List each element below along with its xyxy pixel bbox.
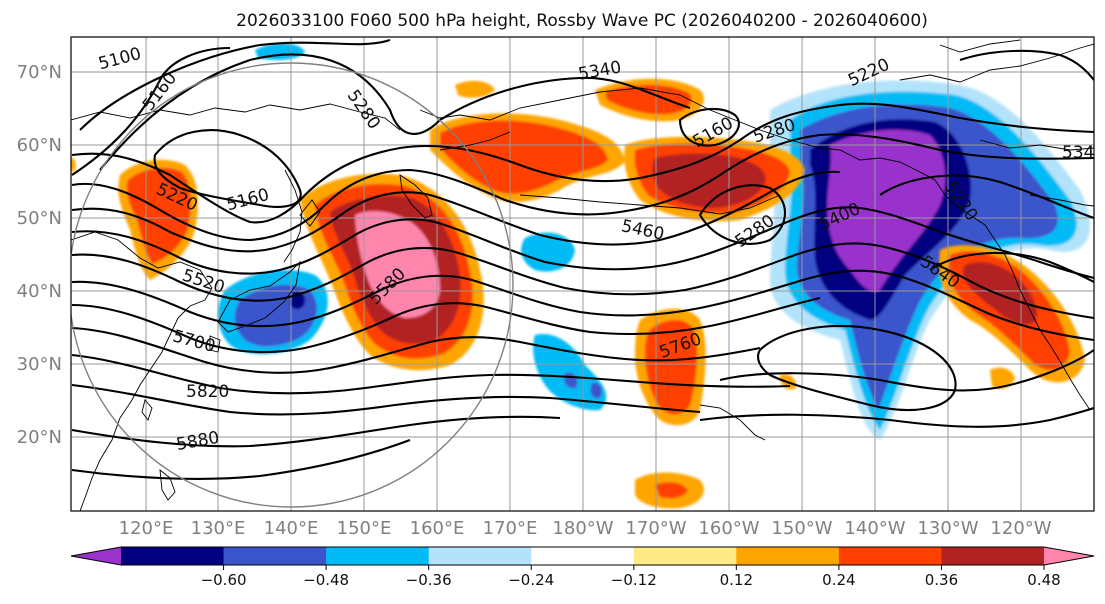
colorbar-swatch [941,547,1045,565]
lon-label: 150°W [771,518,832,539]
lon-label: 140°W [844,518,905,539]
lon-label: 130°W [917,518,978,539]
lon-label: 160°W [698,518,759,539]
lon-label: 120°E [119,518,174,539]
lon-label: 160°E [410,518,465,539]
colorbar-swatch [838,547,943,565]
lon-label: 170°E [483,518,538,539]
lat-label: 40°N [17,281,62,302]
colorbar-swatch [736,547,840,565]
lon-label: 120°W [990,518,1051,539]
lat-label: 60°N [17,135,62,156]
colorbar-tick-label: −0.24 [508,571,554,589]
colorbar-swatch [121,547,225,565]
colorbar-swatch [326,547,430,565]
map-title: 2026033100 F060 500 hPa height, Rossby W… [236,11,928,31]
lat-label: 30°N [17,354,62,375]
lat-label: 70°N [17,62,62,83]
lon-label: 130°E [191,518,246,539]
negative-anomaly-fields [218,43,1090,440]
coastlines [71,39,1094,511]
colorbar-tick-label: 0.24 [822,571,855,589]
lon-label: 180°W [552,518,613,539]
colorbar: −0.60 −0.48 −0.36 −0.24 −0.12 0.12 0.24 0.36 0.4… [70,546,1095,589]
colorbar-tick-label: −0.36 [406,571,452,589]
colorbar-swatch [71,547,121,565]
colorbar-swatch [428,547,532,565]
lat-label: 20°N [17,427,62,448]
colorbar-swatch [1044,547,1094,565]
colorbar-outline [70,546,1095,566]
colorbar-tick-label: 0.12 [720,571,753,589]
map-area [71,37,1094,511]
lon-label: 170°W [625,518,686,539]
colorbar-swatch [633,547,737,565]
colorbar-tick-label: −0.60 [201,571,247,589]
contour-label: 534 [1062,143,1094,163]
lon-label: 140°E [264,518,319,539]
lat-label: 50°N [17,208,62,229]
colorbar-swatch [531,547,635,565]
height-contours [71,39,1094,480]
lon-label: 150°E [337,518,392,539]
colorbar-tick-label: −0.48 [303,571,349,589]
colorbar-tick-label: 0.36 [925,571,958,589]
positive-anomaly-fields [71,78,1085,509]
longitude-labels: 120°E 130°E 140°E 150°E 160°E 170°E 180°… [119,518,1052,539]
colorbar-tick-label: −0.12 [611,571,657,589]
colorbar-tick-label: 0.48 [1027,571,1060,589]
latitude-labels: 70°N 60°N 50°N 40°N 30°N 20°N [17,62,62,448]
colorbar-swatch [223,547,327,565]
map-frame [70,36,1095,512]
reference-circle [71,62,514,508]
contour-label: 5820 [186,382,229,402]
